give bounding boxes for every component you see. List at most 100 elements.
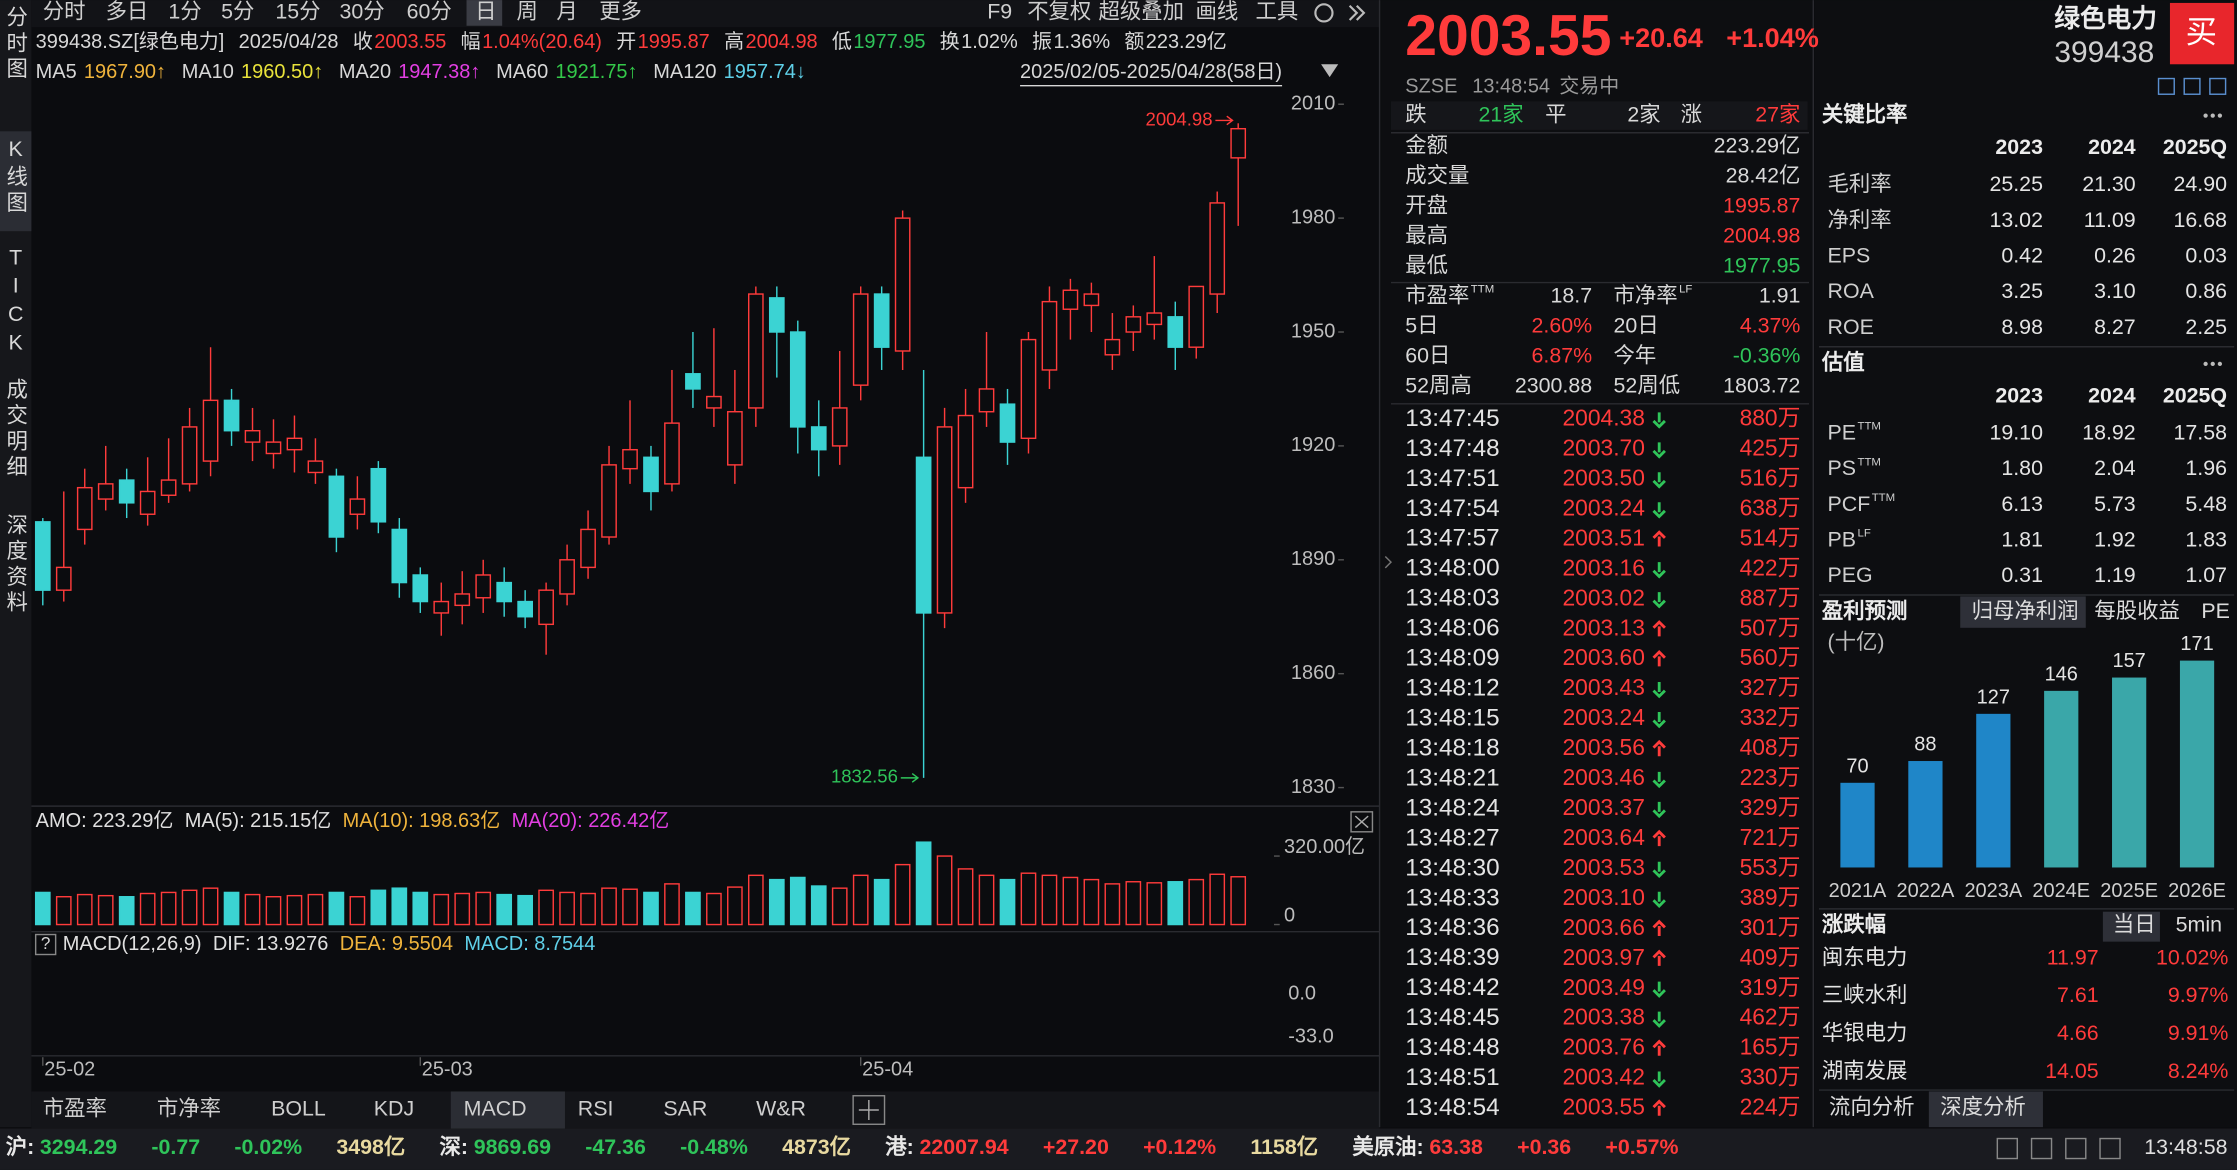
- more-dot[interactable]: [2203, 113, 2208, 118]
- market-value: 9869.69: [474, 1135, 551, 1159]
- volume-bar: [55, 896, 72, 926]
- indicator-tab[interactable]: RSI: [578, 1097, 614, 1121]
- side-tab[interactable]: 成交明细: [4, 378, 28, 481]
- tool-button[interactable]: 超级叠加: [1099, 0, 1184, 24]
- tick-price: 2003.24: [1562, 704, 1645, 730]
- help-box: [34, 933, 57, 956]
- more-dot[interactable]: [2203, 361, 2208, 367]
- add-tab[interactable]: [852, 1095, 886, 1125]
- volume-bar: [643, 891, 659, 926]
- volume-bar: [370, 889, 387, 926]
- stock-name[interactable]: 湖南发展: [1822, 1059, 1908, 1083]
- stock-name[interactable]: 闽东电力: [1822, 945, 1908, 969]
- more-dot[interactable]: [2217, 361, 2223, 367]
- indicator-tab[interactable]: 市净率: [157, 1097, 221, 1121]
- more-dot[interactable]: [2217, 113, 2223, 118]
- extreme-label: 2004.98: [1146, 108, 1213, 129]
- exchange: SZSE: [1405, 75, 1457, 97]
- side-tab[interactable]: 深度资料: [4, 513, 28, 616]
- tick-price: 2004.38: [1562, 405, 1644, 431]
- tick-arrow: [1652, 981, 1666, 998]
- tick-price: 2003.46: [1562, 764, 1644, 790]
- side-tab[interactable]: 分时图: [4, 6, 28, 83]
- date-range[interactable]: 2025/02/05-2025/04/28(58日): [1020, 61, 1282, 83]
- dropdown-icon[interactable]: [1321, 64, 1339, 78]
- tick-time: 13:48:06: [1405, 615, 1499, 642]
- forecast-tab[interactable]: 归母净利润: [1972, 599, 2079, 623]
- forecast-tab[interactable]: 每股收益: [2094, 599, 2180, 623]
- market-value: -0.48%: [680, 1135, 748, 1159]
- candle-body: [852, 293, 869, 386]
- settings-icon[interactable]: [1314, 3, 1334, 23]
- indicator-tab[interactable]: 市盈率: [43, 1097, 107, 1121]
- movers-tab[interactable]: 当日: [2113, 913, 2156, 937]
- tick-volume: 560万: [1740, 644, 1801, 670]
- expand-icon[interactable]: [1348, 5, 1366, 21]
- tool-button[interactable]: F9: [987, 0, 1012, 24]
- bottom-tab[interactable]: 流向分析: [1829, 1095, 1915, 1119]
- period-tab[interactable]: 日: [475, 0, 496, 24]
- bar-value-label: 157: [2112, 650, 2145, 672]
- period-tab[interactable]: 多日: [106, 0, 149, 24]
- period-tab[interactable]: 1分: [168, 0, 201, 24]
- period-tab[interactable]: 月: [556, 0, 577, 24]
- candle-body: [559, 559, 575, 595]
- period-tab[interactable]: 60分: [407, 0, 452, 24]
- cell-value: 1.19: [2094, 563, 2136, 587]
- status-bar-bg: [0, 1128, 2237, 1170]
- pair-value: 18.7: [1551, 283, 1593, 307]
- side-tab[interactable]: K线图: [4, 137, 28, 217]
- indicator-tab[interactable]: BOLL: [271, 1097, 326, 1121]
- side-tab[interactable]: TICK: [4, 245, 28, 358]
- stat-label: 最高: [1405, 224, 1448, 248]
- cell-value: 0.26: [2094, 244, 2136, 268]
- tick-volume: 462万: [1740, 1004, 1801, 1030]
- indicator-tab[interactable]: SAR: [663, 1097, 707, 1121]
- more-dot[interactable]: [2210, 113, 2215, 118]
- tick-volume: 422万: [1740, 554, 1801, 580]
- clock: 13:48:58: [2144, 1135, 2227, 1159]
- stock-name[interactable]: 三峡水利: [1822, 983, 1908, 1007]
- candle-body: [307, 460, 324, 474]
- candle-body: [55, 566, 72, 591]
- indicator-tab[interactable]: MACD: [464, 1097, 527, 1121]
- candle-body: [601, 464, 617, 538]
- collapse-handle[interactable]: [1384, 555, 1393, 569]
- period-tab[interactable]: 周: [516, 0, 537, 24]
- help-icon[interactable]: ?: [41, 934, 51, 953]
- candle-body: [810, 426, 827, 451]
- tick-price: 2003.37: [1562, 794, 1644, 820]
- stock-name[interactable]: 华银电力: [1822, 1021, 1908, 1045]
- forecast-tab[interactable]: PE: [2201, 599, 2230, 623]
- tick-time: 13:48:12: [1405, 675, 1499, 702]
- period-tab[interactable]: 15分: [275, 0, 320, 24]
- candle-body: [118, 479, 135, 504]
- cell-value: 1.92: [2094, 527, 2136, 551]
- candle-body: [1104, 338, 1121, 356]
- buy-label[interactable]: 买: [2186, 15, 2217, 50]
- cell-value: 11.09: [2084, 208, 2136, 232]
- period-tab[interactable]: 分时: [43, 0, 86, 24]
- close-icon[interactable]: [1354, 815, 1369, 829]
- candle-body: [873, 293, 890, 348]
- period-tab[interactable]: 5分: [221, 0, 254, 24]
- movers-tab[interactable]: 5min: [2176, 913, 2222, 937]
- info-label: 高: [724, 30, 744, 53]
- indicator-tab[interactable]: W&R: [756, 1097, 806, 1121]
- indicator-tab[interactable]: KDJ: [374, 1097, 414, 1121]
- tool-button[interactable]: 画线: [1196, 0, 1239, 24]
- tick-volume: 224万: [1740, 1094, 1801, 1120]
- period-tab[interactable]: 30分: [340, 0, 385, 24]
- volume-bar: [580, 892, 596, 926]
- volume-bar: [349, 896, 366, 926]
- stock-price: 7.61: [2057, 983, 2099, 1007]
- tick-arrow: [1652, 442, 1666, 459]
- more-dot[interactable]: [2210, 361, 2215, 367]
- tool-button[interactable]: 不复权: [1027, 0, 1091, 24]
- tick-price: 2003.43: [1562, 674, 1644, 700]
- buy-button[interactable]: [2169, 2, 2235, 65]
- cell-value: 0.03: [2185, 244, 2227, 268]
- bottom-tab[interactable]: 深度分析: [1940, 1095, 2026, 1119]
- tool-button[interactable]: 工具: [1255, 0, 1298, 24]
- period-tab[interactable]: 更多: [599, 0, 642, 24]
